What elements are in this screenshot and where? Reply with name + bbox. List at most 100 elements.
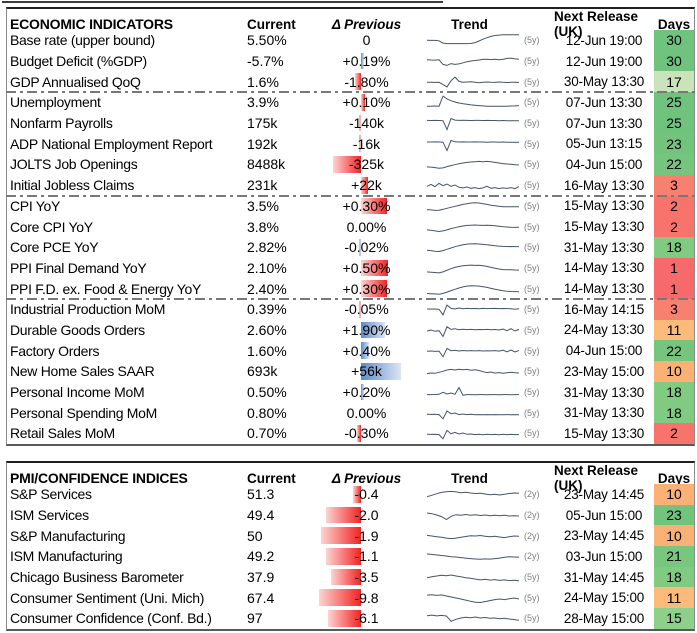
delta-previous-cell: -140k: [314, 113, 419, 134]
indicator-name: Factory Orders: [10, 342, 100, 359]
delta-data-bar: [359, 300, 361, 318]
delta-value: -0.30%: [344, 425, 389, 442]
days-badge: 2: [654, 195, 694, 217]
days-badge: 18: [654, 566, 694, 588]
indicator-name: Durable Goods Orders: [10, 321, 145, 338]
top-partial-border-line: [2, 1, 443, 3]
trend-window-label: (5y): [524, 345, 540, 356]
section-title: ECONOMIC INDICATORS: [10, 16, 173, 32]
trend-sparkline: [427, 243, 519, 253]
column-header-delta-previous: Δ Previous: [331, 470, 402, 486]
indicator-name: ISM Services: [10, 507, 89, 524]
delta-value: +0.30%: [342, 280, 391, 297]
release-datetime: 16-May 13:30: [563, 177, 645, 193]
delta-previous-cell: -3.5: [314, 567, 419, 588]
delta-previous-cell: -0.4: [314, 484, 419, 505]
column-header-days: Days: [657, 16, 691, 32]
trend-sparkline: [427, 34, 519, 45]
trend-window-label: (5y): [524, 572, 540, 583]
table-row: Chicago Business Barometer 37.9 -3.5 (5y) 31…: [7, 566, 694, 588]
trend-sparkline: [427, 202, 519, 211]
table-row: PPI F.D. ex. Food & Energy YoY 2.40% +0.30…: [7, 278, 694, 299]
release-datetime: 28-May 15:00: [563, 610, 645, 626]
delta-value: -1.80%: [344, 73, 389, 90]
current-value: 50: [247, 527, 263, 544]
trend-window-label: (5y): [524, 428, 540, 439]
current-value: 1.6%: [247, 73, 279, 90]
release-datetime: 31-May 13:30: [563, 384, 645, 400]
delta-data-bar: [357, 425, 361, 442]
delta-value: +22k: [351, 177, 382, 194]
current-value: 3.8%: [247, 218, 279, 235]
delta-previous-cell: -9.8: [314, 587, 419, 608]
trend-cell: (5y): [419, 361, 554, 382]
trend-sparkline: [427, 553, 519, 561]
delta-value: -0.05%: [344, 301, 389, 318]
trend-window-label: (5y): [524, 613, 540, 624]
days-badge: 30: [654, 30, 694, 51]
delta-value: +0.30%: [342, 197, 391, 214]
table-row: Personal Income MoM 0.50% +0.20% (5y) 31-May…: [7, 381, 694, 403]
delta-data-bar: [353, 486, 361, 503]
days-badge: 2: [654, 423, 694, 444]
trend-window-label: (2y): [524, 510, 540, 521]
indicator-name: PPI Final Demand YoY: [10, 259, 147, 276]
trend-sparkline: [427, 57, 519, 66]
trend-window-label: (5y): [524, 35, 540, 46]
delta-previous-cell: +56k: [314, 361, 419, 382]
current-value: 192k: [247, 135, 278, 152]
days-badge: 10: [654, 525, 694, 547]
trend-sparkline: [427, 615, 519, 623]
days-badge: 1: [654, 257, 694, 279]
trend-window-label: (5y): [524, 366, 540, 377]
trend-window-label: (5y): [524, 592, 540, 603]
trend-cell: (5y): [419, 92, 554, 113]
trend-window-label: (2y): [524, 489, 540, 500]
days-badge: 18: [654, 236, 694, 258]
current-value: 0.50%: [247, 384, 287, 401]
column-header-delta-previous: Δ Previous: [331, 16, 402, 32]
trend-window-label: (5y): [524, 283, 540, 294]
table-row: Core PCE YoY 2.82% -0.02% (5y) 31-May 13:30 1…: [7, 236, 694, 258]
table-row: JOLTS Job Openings 8488k -325k (5y) 04-Jun 1…: [7, 154, 694, 175]
days-badge: 23: [654, 504, 694, 526]
days-badge: 22: [654, 340, 694, 361]
indicator-name: ISM Manufacturing: [10, 548, 123, 565]
delta-value: -140k: [348, 115, 385, 132]
table-row: PPI Final Demand YoY 2.10% +0.50% (5y) 14-Ma…: [7, 257, 694, 279]
release-datetime: 31-May 14:45: [563, 569, 645, 585]
table-row: GDP Annualised QoQ 1.6% -1.80% (5y) 30-May 1…: [7, 71, 694, 93]
current-value: 67.4: [247, 589, 275, 606]
indicator-name: S&P Manufacturing: [10, 527, 126, 544]
trend-cell: (5y): [419, 51, 554, 72]
delta-value: +56k: [351, 363, 382, 380]
release-datetime: 07-Jun 13:30: [565, 94, 643, 110]
economic-indicators-header-row: ECONOMIC INDICATORS Current Δ Previous T…: [7, 9, 694, 39]
table-row: Base rate (upper bound) 5.50% 0 (5y) 12-Jun …: [7, 30, 694, 51]
current-value: 0.39%: [247, 301, 287, 318]
table-row: S&P Services 51.3 -0.4 (2y) 23-May 14:45 10: [7, 484, 694, 505]
current-value: 231k: [247, 177, 278, 194]
delta-data-bar: [361, 197, 387, 215]
trend-sparkline: [427, 386, 519, 396]
economic-indicators-table: ECONOMIC INDICATORS Current Δ Previous T…: [6, 7, 695, 446]
trend-cell: (5y): [419, 154, 554, 175]
delta-data-bar: [331, 568, 361, 586]
delta-data-bar: [321, 527, 361, 545]
release-datetime: 23-May 15:00: [563, 363, 645, 379]
indicator-name: Unemployment: [10, 94, 101, 111]
table-row: Budget Deficit (%GDP) -5.7% +0.19% (5y) 12-J…: [7, 50, 694, 72]
days-badge: 3: [654, 174, 694, 196]
release-datetime: 05-Jun 15:00: [565, 507, 643, 523]
delta-data-bar: [361, 280, 387, 297]
release-datetime: 15-May 13:30: [563, 425, 645, 441]
delta-data-bar: [361, 94, 365, 111]
days-badge: 2: [654, 216, 694, 237]
indicator-name: Retail Sales MoM: [10, 425, 115, 442]
trend-window-label: (2y): [524, 530, 540, 541]
delta-data-bar: [361, 52, 364, 70]
indicator-name: PPI F.D. ex. Food & Energy YoY: [10, 280, 201, 297]
current-value: 175k: [247, 115, 278, 132]
trend-cell: (2y): [419, 484, 554, 505]
delta-value: 0: [362, 32, 371, 49]
